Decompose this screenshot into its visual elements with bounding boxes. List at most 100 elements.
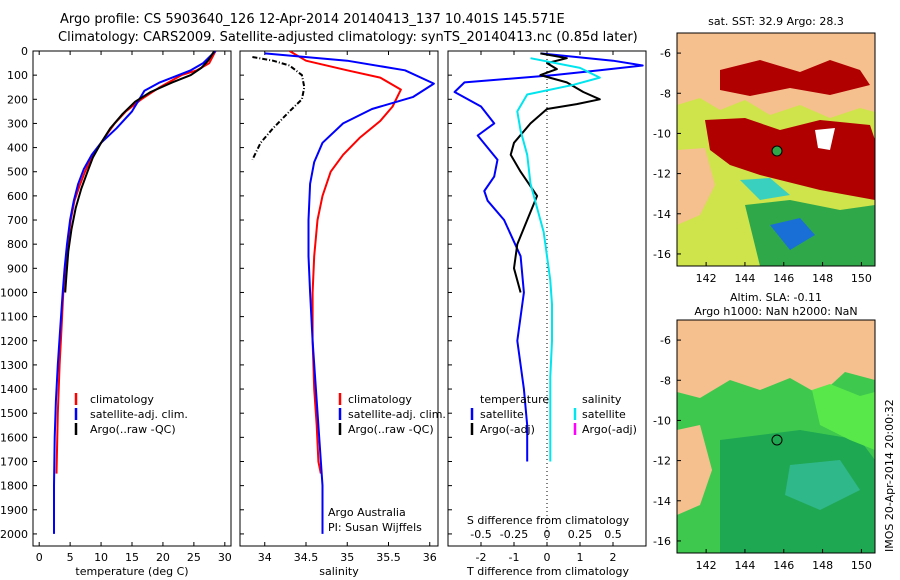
depth-tick-label: 1200 (0, 335, 28, 348)
s-diff-tick-label: 0.5 (604, 528, 622, 541)
depth-tick-label: 1700 (0, 455, 28, 468)
lat-tick-label: -16 (653, 248, 671, 261)
lon-tick-label: 142 (696, 559, 717, 572)
s-difference-xlabel: S difference from climatology (467, 514, 630, 527)
legend-climatology: climatology (348, 393, 412, 406)
map1-title: sat. SST: 32.9 Argo: 28.3 (708, 15, 844, 28)
s-difference-axis: -0.5 -0.25 0 0.25 0.5 (470, 528, 621, 541)
salinity-xlabel: salinity (319, 565, 359, 578)
depth-tick-label: 1400 (0, 383, 28, 396)
depth-tick-label: 2000 (0, 528, 28, 541)
x-tick-label: 35.5 (376, 551, 401, 564)
lon-tick-label: 150 (851, 559, 872, 572)
lon-tick-label: 144 (734, 559, 755, 572)
lat-tick-label: -12 (653, 455, 671, 468)
lat-tick-label: -8 (660, 87, 671, 100)
depth-tick-label: 1000 (0, 286, 28, 299)
depth-tick-label: 1500 (0, 407, 28, 420)
temperature-panel-frame (32, 50, 232, 547)
series-line-black (509, 52, 601, 293)
t-difference-xlabel: T difference from climatology (466, 565, 629, 578)
lon-tick-label: 148 (812, 559, 833, 572)
depth-tick-label: 100 (7, 69, 28, 82)
legend-climatology: climatology (90, 393, 154, 406)
depth-tick-label: 300 (7, 117, 28, 130)
lat-tick-label: -8 (660, 374, 671, 387)
lat-tick-label: -14 (653, 495, 671, 508)
x-tick-label: 15 (125, 551, 139, 564)
legend-argo: Argo(..raw -QC) (348, 423, 434, 436)
legend-salinity-head: salinity (582, 393, 622, 406)
s-diff-tick-label: -0.25 (500, 528, 528, 541)
x-tick-label: 34.5 (294, 551, 319, 564)
lon-tick-label: 146 (773, 559, 794, 572)
map1-axes: 142 144 146 148 150 -6 -8 -10 -12 -14 -16 (653, 47, 872, 285)
difference-profiles (453, 52, 644, 462)
salinity-legend: climatology satellite-adj. clim. Argo(..… (328, 393, 446, 534)
lat-tick-label: -6 (660, 334, 671, 347)
legend-temp-satellite: satellite (480, 408, 524, 421)
depth-tick-label: 1100 (0, 311, 28, 324)
argo-australia-note: Argo Australia (328, 506, 406, 519)
argo-location-marker (771, 145, 783, 157)
sst-map (677, 33, 875, 266)
pi-note: PI: Susan Wijffels (328, 521, 422, 534)
lon-tick-label: 142 (696, 272, 717, 285)
depth-tick-label: 0 (21, 45, 28, 58)
depth-tick-label: 1300 (0, 359, 28, 372)
depth-tick-label: 900 (7, 262, 28, 275)
s-diff-tick-label: 0.25 (568, 528, 593, 541)
x-tick-label: -2 (476, 551, 487, 564)
series-line-red (288, 51, 402, 474)
map2-title-line2: Argo h1000: NaN h2000: NaN (694, 305, 857, 318)
series-line-blue (264, 52, 435, 534)
depth-tick-label: 400 (7, 142, 28, 155)
legend-sal-argo: Argo(-adj) (582, 423, 637, 436)
lat-tick-label: -10 (653, 127, 671, 140)
sla-map (677, 320, 875, 553)
x-tick-label: 25 (187, 551, 201, 564)
salinity-profiles (251, 51, 435, 534)
legend-satellite: satellite-adj. clim. (90, 408, 188, 421)
difference-legend: temperature satellite Argo(-adj) salinit… (470, 393, 637, 436)
lat-tick-label: -6 (660, 47, 671, 60)
legend-temp-argo: Argo(-adj) (480, 423, 535, 436)
x-tick-label: 0 (36, 551, 43, 564)
legend-sal-satellite: satellite (582, 408, 626, 421)
x-tick-label: 30 (218, 551, 232, 564)
depth-tick-label: 200 (7, 93, 28, 106)
series-line-blue (53, 51, 217, 534)
series-line-blue (453, 52, 644, 462)
depth-tick-label: 800 (7, 238, 28, 251)
x-tick-label: 2 (610, 551, 617, 564)
argo-location-marker-2 (771, 434, 783, 446)
x-tick-label: 1 (577, 551, 584, 564)
series-line-black (251, 56, 306, 161)
legend-satellite: satellite-adj. clim. (348, 408, 446, 421)
imos-timestamp: IMOS 20-Apr-2014 20:00:32 (883, 399, 896, 552)
temperature-axis: 0 5 10 15 20 25 30 (36, 51, 232, 564)
lat-tick-label: -10 (653, 414, 671, 427)
depth-tick-label: 500 (7, 166, 28, 179)
map2-title-line1: Altim. SLA: -0.11 (730, 291, 822, 304)
lat-tick-label: -16 (653, 535, 671, 548)
salinity-panel-frame (239, 50, 439, 547)
lon-tick-label: 146 (773, 272, 794, 285)
x-tick-label: 20 (156, 551, 170, 564)
s-diff-tick-label: 0 (544, 528, 551, 541)
depth-tick-label: 1900 (0, 504, 28, 517)
lat-tick-label: -12 (653, 168, 671, 181)
s-diff-tick-label: -0.5 (470, 528, 491, 541)
salinity-axis: 34 34.5 35 35.5 36 (258, 51, 437, 564)
lon-tick-label: 150 (851, 272, 872, 285)
x-tick-label: 10 (94, 551, 108, 564)
temperature-profiles (53, 51, 217, 534)
legend-temperature-head: temperature (480, 393, 549, 406)
x-tick-label: -1 (509, 551, 520, 564)
lon-tick-label: 148 (812, 272, 833, 285)
lon-tick-label: 144 (734, 272, 755, 285)
depth-tick-label: 1800 (0, 480, 28, 493)
series-line-black (64, 51, 216, 293)
map2-frame (676, 319, 876, 554)
